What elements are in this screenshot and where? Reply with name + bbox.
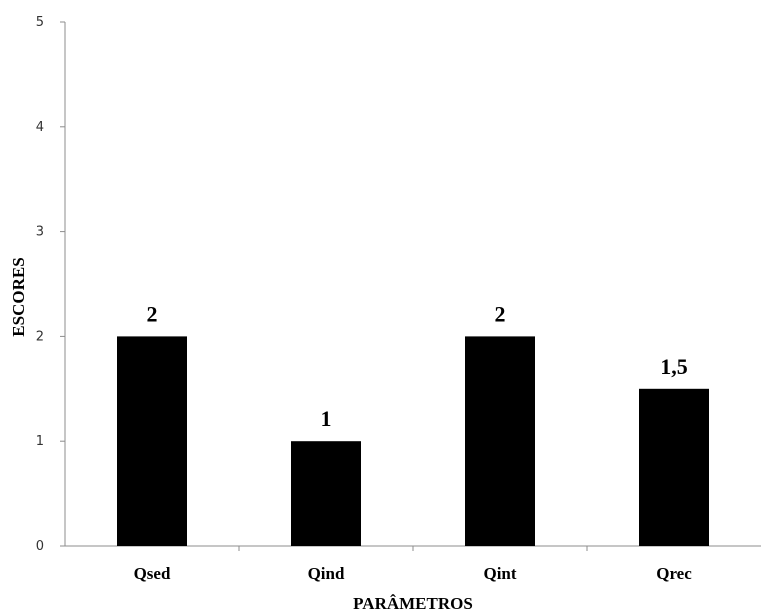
category-label-qsed: Qsed [134, 564, 171, 583]
y-tick-label: 3 [36, 225, 44, 240]
category-label-qind: Qind [308, 564, 345, 583]
bar-qind [291, 441, 361, 546]
data-label-qrec: 1,5 [660, 354, 688, 379]
category-label-qrec: Qrec [656, 564, 692, 583]
bar-qrec [639, 388, 709, 546]
bar-qint [465, 336, 535, 546]
y-tick-label: 0 [36, 539, 44, 554]
x-axis-title: PARÂMETROS [353, 594, 473, 612]
data-label-qsed: 2 [147, 301, 158, 326]
x-axis: Qsed Qind Qint Qrec [65, 545, 761, 583]
bar-qsed [117, 336, 187, 546]
y-tick-label: 5 [36, 15, 44, 30]
data-label-qind: 1 [321, 406, 332, 431]
category-label-qint: Qint [483, 564, 516, 583]
bars [117, 336, 709, 546]
data-labels: 2 1 2 1,5 [147, 301, 688, 431]
data-label-qint: 2 [495, 301, 506, 326]
y-tick-label: 4 [36, 120, 44, 135]
y-axis-title: ESCORES [9, 257, 28, 336]
y-tick-label: 2 [36, 329, 44, 344]
y-tick-label: 1 [36, 434, 44, 449]
y-axis: 0 1 2 3 4 5 [36, 15, 66, 554]
